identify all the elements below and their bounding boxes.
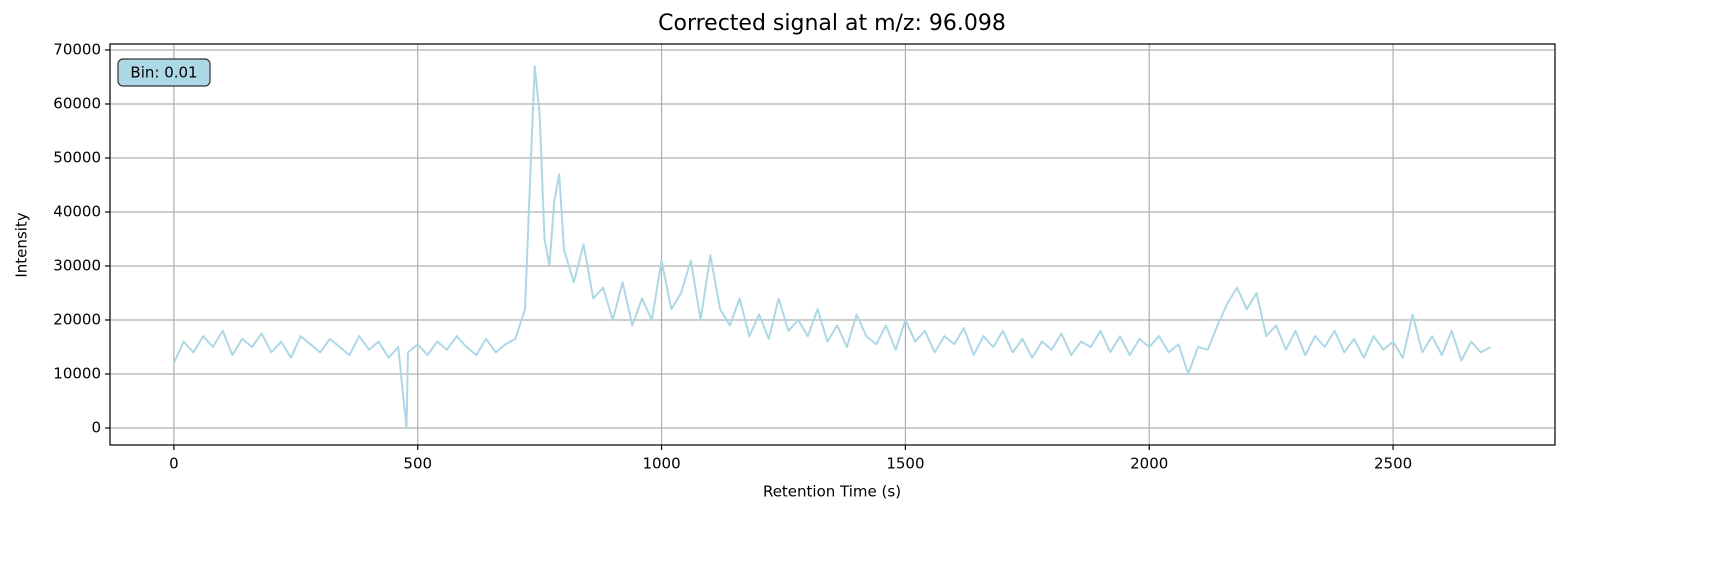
y-tick-label: 40000	[53, 202, 101, 220]
y-tick-label: 50000	[53, 148, 101, 166]
x-tick-label: 2500	[1374, 455, 1412, 473]
annotation-box	[117, 58, 211, 87]
y-tick-label: 20000	[53, 310, 101, 328]
x-axis-label: Retention Time (s)	[763, 483, 901, 501]
signal-line	[172, 65, 1492, 429]
plot-frame	[109, 43, 1556, 446]
x-tick-label: 1500	[886, 455, 924, 473]
x-tick-label: 1000	[642, 455, 680, 473]
y-tick-label: 10000	[53, 364, 101, 382]
y-tick-label: 70000	[53, 40, 101, 58]
x-tick-label: 500	[403, 455, 432, 473]
y-tick-label: 30000	[53, 256, 101, 274]
annotation: Bin: 0.01	[130, 64, 197, 82]
plot-area: 0 10000 20000 30000 40000 50000 60000 70000 0 500…	[53, 40, 1555, 473]
x-tick-label: 2000	[1130, 455, 1168, 473]
y-tick-label: 60000	[53, 94, 101, 112]
x-tick-label: 0	[169, 455, 179, 473]
y-tick-label: 0	[91, 418, 101, 436]
chart-title: Corrected signal at m/z: 96.098	[658, 11, 1006, 36]
y-axis-label: Intensity	[13, 212, 31, 277]
